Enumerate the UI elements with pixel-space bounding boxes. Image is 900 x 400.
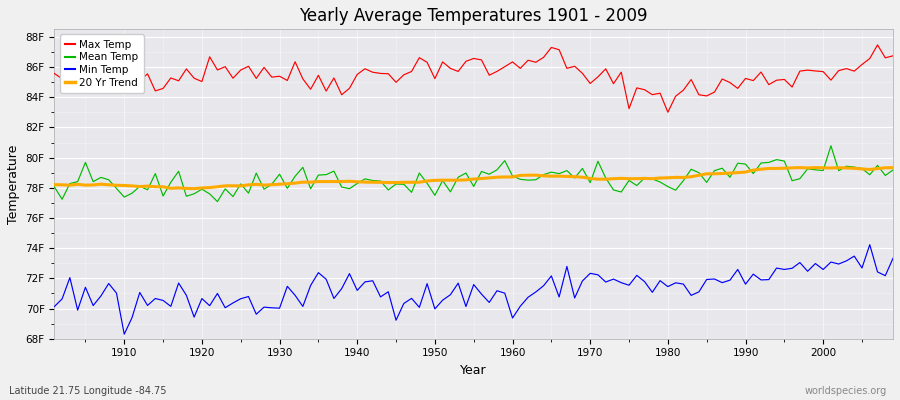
Y-axis label: Temperature: Temperature [7, 144, 20, 224]
X-axis label: Year: Year [461, 364, 487, 377]
Title: Yearly Average Temperatures 1901 - 2009: Yearly Average Temperatures 1901 - 2009 [300, 7, 648, 25]
Legend: Max Temp, Mean Temp, Min Temp, 20 Yr Trend: Max Temp, Mean Temp, Min Temp, 20 Yr Tre… [59, 34, 144, 93]
Text: Latitude 21.75 Longitude -84.75: Latitude 21.75 Longitude -84.75 [9, 386, 166, 396]
Text: worldspecies.org: worldspecies.org [805, 386, 886, 396]
